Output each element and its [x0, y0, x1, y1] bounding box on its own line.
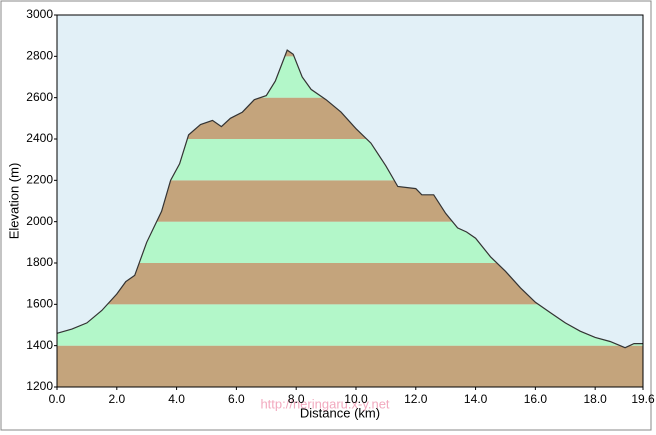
- y-tick-label: 1200: [26, 379, 53, 393]
- elevation-line: [56, 49, 643, 349]
- x-tick-label: 19.6: [631, 392, 655, 406]
- y-tick-label: 2000: [26, 214, 53, 228]
- y-axis-title: Elevation (m): [6, 163, 21, 240]
- x-tick-label: 2.0: [108, 392, 125, 406]
- y-tick-label: 1400: [26, 338, 53, 352]
- x-tick-label: 16.0: [524, 392, 548, 406]
- x-tick-label: 6.0: [228, 392, 245, 406]
- x-tick-label: 0.0: [49, 392, 66, 406]
- y-tick-label: 1600: [26, 297, 53, 311]
- x-axis-title: Distance (km): [300, 405, 380, 420]
- y-tick-label: 2200: [26, 173, 53, 187]
- elevation-band: [57, 345, 643, 387]
- y-tick-label: 3000: [26, 7, 53, 21]
- watermark: http://neringaru.x-y.net: [260, 396, 389, 411]
- x-tick-label: 4.0: [168, 392, 185, 406]
- y-tick-label: 1800: [26, 255, 53, 269]
- x-tick-label: 12.0: [404, 392, 428, 406]
- y-tick-label: 2600: [26, 90, 53, 104]
- x-tick-label: 10.0: [344, 392, 368, 406]
- x-tick-label: 14.0: [464, 392, 488, 406]
- x-tick-label: 18.0: [583, 392, 607, 406]
- y-tick-label: 2800: [26, 49, 53, 63]
- y-tick-label: 2400: [26, 131, 53, 145]
- plot-border: [56, 14, 644, 388]
- elevation-band: [57, 304, 643, 346]
- x-tick-label: 8.0: [288, 392, 305, 406]
